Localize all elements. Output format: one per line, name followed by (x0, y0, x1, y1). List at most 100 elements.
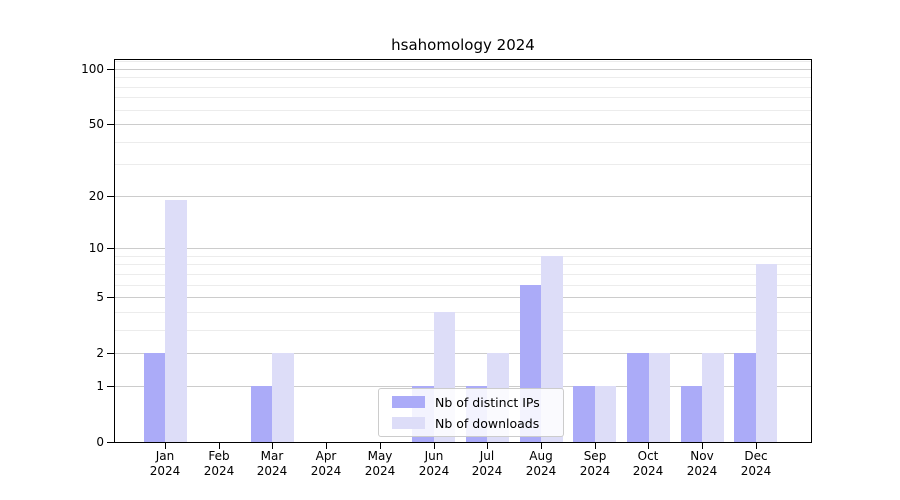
x-tick-label-apr: Apr 2024 (294, 449, 358, 479)
y-major-gridline (115, 297, 811, 298)
x-tick-label-jul: Jul 2024 (455, 449, 519, 479)
x-tick-year: 2024 (203, 464, 235, 478)
chart-title: hsahomology 2024 (391, 36, 535, 54)
bar-downloads-sep (594, 386, 617, 442)
x-tick-year: 2024 (686, 464, 718, 478)
x-tick-mark (434, 443, 435, 449)
bar-distinct-ips-dec (734, 353, 756, 442)
legend-label-distinct-ips: Nb of distinct IPs (435, 394, 540, 410)
x-tick-mark (648, 443, 649, 449)
x-tick-month: Mar (260, 449, 284, 463)
y-major-gridline (115, 196, 811, 197)
x-tick-mark (326, 443, 327, 449)
legend: Nb of distinct IPs Nb of downloads (378, 388, 564, 437)
bar-downloads-dec (755, 264, 778, 442)
x-tick-label-feb: Feb 2024 (187, 449, 251, 479)
y-minor-gridline (115, 264, 811, 265)
bar-downloads-mar (272, 353, 294, 442)
x-tick-year: 2024 (579, 464, 611, 478)
y-tick-mark (107, 297, 114, 298)
x-tick-year: 2024 (525, 464, 557, 478)
x-tick-month: Jul (479, 449, 495, 463)
x-tick-label-dec: Dec 2024 (724, 449, 788, 479)
bar-distinct-ips-oct (627, 353, 649, 442)
x-tick-mark (595, 443, 596, 449)
x-tick-label-jan: Jan 2024 (133, 449, 197, 479)
x-tick-year: 2024 (256, 464, 288, 478)
y-major-gridline (115, 386, 811, 387)
legend-swatch-downloads (392, 417, 425, 429)
y-tick-label: 2 (96, 346, 104, 360)
x-tick-month: Nov (690, 449, 714, 463)
y-minor-gridline (115, 110, 811, 111)
y-minor-gridline (115, 285, 811, 286)
y-tick-label: 100 (81, 62, 104, 76)
y-major-gridline (115, 248, 811, 249)
y-minor-gridline (115, 142, 811, 143)
x-tick-month: May (367, 449, 393, 463)
x-tick-label-sep: Sep 2024 (563, 449, 627, 479)
x-tick-month: Jan (155, 449, 175, 463)
x-tick-label-oct: Oct 2024 (616, 449, 680, 479)
x-tick-label-jun: Jun 2024 (402, 449, 466, 479)
y-tick-label: 1 (96, 379, 104, 393)
x-tick-month: Sep (583, 449, 607, 463)
y-tick-mark (107, 442, 114, 443)
x-tick-mark (272, 443, 273, 449)
x-tick-label-nov: Nov 2024 (670, 449, 734, 479)
x-tick-mark (541, 443, 542, 449)
y-minor-gridline (115, 97, 811, 98)
x-tick-month: Jun (424, 449, 444, 463)
y-minor-gridline (115, 87, 811, 88)
y-minor-gridline (115, 77, 811, 78)
legend-swatch-distinct-ips (392, 396, 425, 408)
x-tick-label-mar: Mar 2024 (240, 449, 304, 479)
bar-downloads-oct (648, 353, 670, 442)
x-tick-month: Aug (529, 449, 553, 463)
y-tick-mark (107, 248, 114, 249)
x-tick-mark (219, 443, 220, 449)
y-tick-mark (107, 69, 114, 70)
y-tick-label: 0 (96, 435, 104, 449)
bar-distinct-ips-nov (680, 386, 703, 442)
y-tick-label: 5 (96, 290, 104, 304)
y-major-gridline (115, 124, 811, 125)
x-tick-label-aug: Aug 2024 (509, 449, 573, 479)
x-tick-mark (702, 443, 703, 449)
x-tick-year: 2024 (740, 464, 772, 478)
bar-downloads-nov (702, 353, 724, 442)
x-tick-year: 2024 (632, 464, 664, 478)
x-tick-year: 2024 (310, 464, 342, 478)
bar-distinct-ips-jan (143, 353, 165, 442)
x-tick-year: 2024 (149, 464, 181, 478)
y-tick-label: 50 (88, 117, 104, 131)
x-tick-mark (487, 443, 488, 449)
y-tick-mark (107, 386, 114, 387)
y-minor-gridline (115, 274, 811, 275)
y-major-gridline (115, 353, 811, 354)
legend-label-downloads: Nb of downloads (435, 415, 540, 431)
bar-distinct-ips-sep (573, 386, 595, 442)
legend-item-distinct-ips: Nb of distinct IPs (392, 395, 563, 410)
y-minor-gridline (115, 164, 811, 165)
x-tick-year: 2024 (471, 464, 503, 478)
plot-area (114, 59, 812, 443)
legend-item-downloads: Nb of downloads (392, 416, 563, 431)
y-tick-mark (107, 353, 114, 354)
x-tick-label-may: May 2024 (348, 449, 412, 479)
y-minor-gridline (115, 256, 811, 257)
y-minor-gridline (115, 61, 811, 62)
x-tick-mark (756, 443, 757, 449)
bar-downloads-jan (165, 199, 187, 442)
y-minor-gridline (115, 330, 811, 331)
x-tick-mark (165, 443, 166, 449)
y-tick-mark (107, 124, 114, 125)
x-tick-month: Apr (315, 449, 337, 463)
y-tick-label: 20 (88, 189, 104, 203)
x-tick-mark (380, 443, 381, 449)
bar-distinct-ips-mar (250, 386, 273, 442)
y-tick-label: 10 (88, 241, 104, 255)
y-tick-mark (107, 196, 114, 197)
x-tick-month: Dec (744, 449, 768, 463)
